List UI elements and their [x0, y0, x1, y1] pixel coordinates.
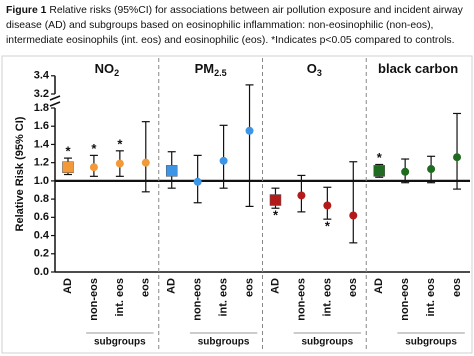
- significance-mark: *: [377, 150, 383, 165]
- point-marker: [401, 167, 410, 176]
- x-tick-label: non-eos: [295, 278, 307, 321]
- point-marker: [269, 194, 282, 206]
- point-marker: [453, 153, 462, 162]
- x-tick-label: eos: [347, 278, 359, 297]
- x-tick-label: AD: [62, 278, 74, 294]
- panel-title: black carbon: [378, 61, 458, 76]
- panel-title-main: PM: [195, 61, 215, 76]
- point-marker: [141, 158, 150, 167]
- point-marker: [62, 161, 74, 173]
- y-tick-label: 1.0: [34, 175, 49, 187]
- y-tick-label: 0.4: [34, 229, 50, 241]
- panel-title-main: black carbon: [378, 61, 458, 76]
- point-marker: [349, 211, 358, 220]
- y-tick-label: 0.8: [34, 193, 49, 205]
- point-marker: [89, 163, 98, 172]
- caption-text: Relative risks (95%CI) for associations …: [6, 5, 463, 46]
- panel-title-sub: 2.5: [214, 68, 227, 78]
- significance-mark: *: [65, 144, 71, 159]
- group-label: subgroups: [94, 337, 146, 348]
- y-tick-label: 1.8: [34, 102, 49, 114]
- y-tick-label: 1.4: [34, 138, 50, 150]
- x-tick-label: non-eos: [399, 278, 411, 321]
- y-tick-label: 3.2: [34, 88, 49, 100]
- x-tick-label: eos: [451, 278, 463, 297]
- significance-mark: *: [91, 141, 97, 156]
- y-tick-label: 3.4: [34, 70, 50, 82]
- point-marker: [373, 165, 385, 177]
- point-marker: [219, 156, 228, 165]
- y-tick-label: 0.6: [34, 211, 49, 223]
- panel-title-main: NO: [95, 61, 115, 76]
- panel-title: NO2: [95, 61, 120, 78]
- y-tick-label: 1.6: [34, 120, 49, 132]
- y-tick-label: 1.2: [34, 157, 49, 169]
- group-label: subgroups: [198, 337, 250, 348]
- group-label: subgroups: [302, 337, 354, 348]
- x-tick-label: AD: [269, 278, 281, 294]
- chart-border: [1, 55, 473, 354]
- panel-title-sub: 3: [317, 68, 322, 78]
- point-marker: [165, 165, 178, 177]
- x-tick-label: int. eos: [218, 278, 230, 317]
- significance-mark: *: [117, 136, 123, 151]
- point-marker: [323, 201, 332, 210]
- point-marker: [115, 159, 124, 168]
- panel-title-main: O: [307, 61, 317, 76]
- significance-mark: *: [273, 208, 279, 223]
- point-marker: [297, 191, 306, 200]
- x-tick-label: AD: [373, 278, 385, 294]
- point-marker: [427, 165, 436, 174]
- x-tick-label: AD: [166, 278, 178, 294]
- y-tick-label: 0.0: [34, 266, 49, 278]
- x-tick-label: non-eos: [88, 278, 100, 321]
- point-marker: [245, 126, 254, 135]
- group-label: subgroups: [405, 337, 457, 348]
- x-tick-label: eos: [140, 278, 152, 297]
- x-tick-label: int. eos: [425, 278, 437, 317]
- x-tick-label: non-eos: [192, 278, 204, 321]
- caption: Figure 1 Relative risks (95%CI) for asso…: [6, 3, 468, 48]
- panel-title: O3: [307, 61, 322, 78]
- axis-break: [49, 101, 61, 107]
- y-axis-label: Relative Risk (95% CI): [14, 116, 26, 231]
- x-tick-label: eos: [243, 278, 255, 297]
- x-tick-label: int. eos: [114, 278, 126, 317]
- point-marker: [193, 177, 202, 186]
- significance-mark: *: [325, 219, 331, 234]
- caption-label: Figure 1: [6, 5, 47, 16]
- panel-title-sub: 2: [114, 68, 119, 78]
- y-tick-label: 0.2: [34, 248, 49, 260]
- x-tick-label: int. eos: [321, 278, 333, 317]
- axis-break: [49, 95, 61, 101]
- panel-title: PM2.5: [195, 61, 227, 78]
